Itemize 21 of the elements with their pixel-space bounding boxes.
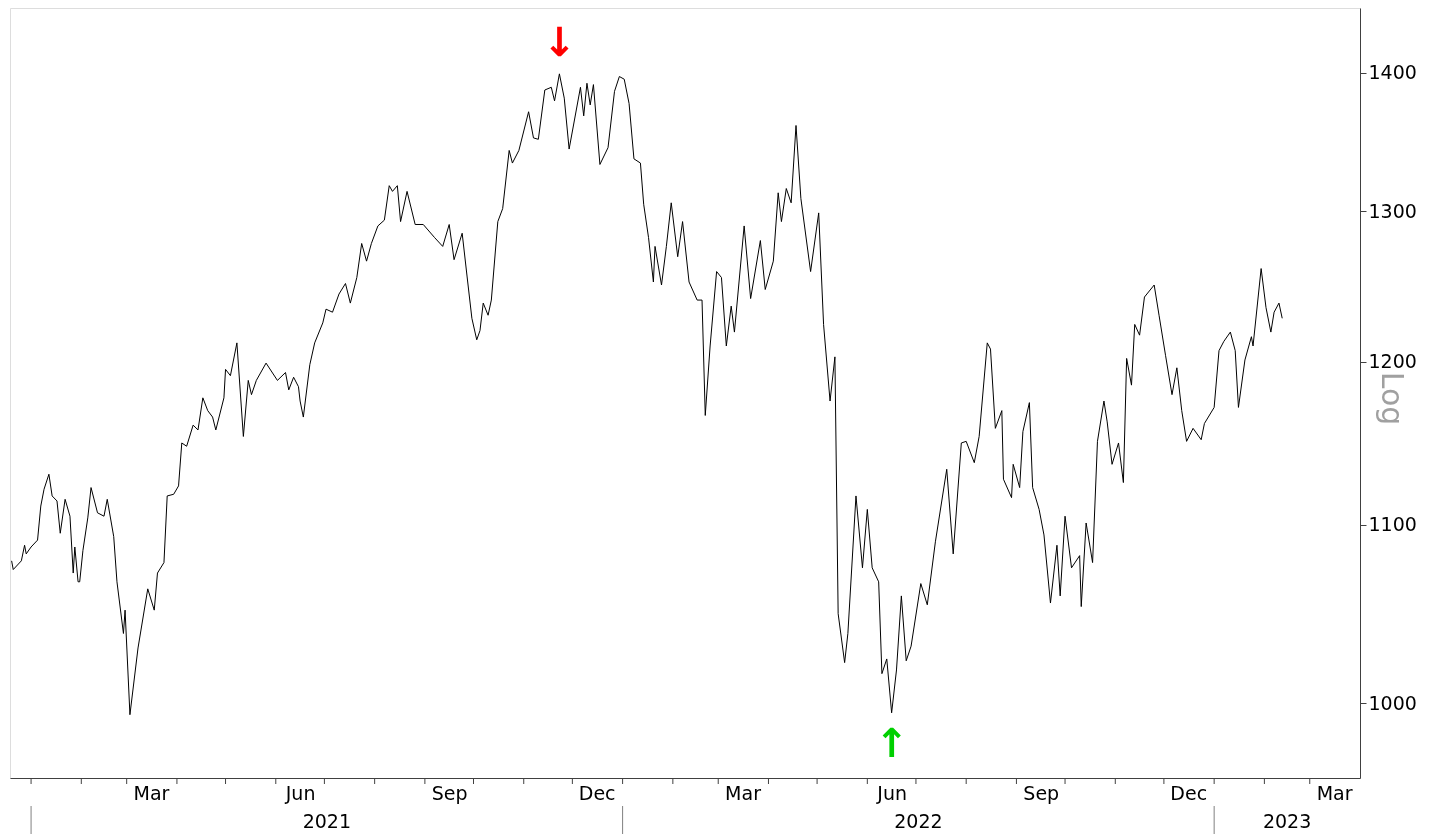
y-tick-label: 1000: [1368, 691, 1417, 714]
x-tick-label: Mar: [725, 781, 762, 804]
y-tick-label: 1400: [1368, 61, 1417, 83]
x-tick-label: Jun: [876, 781, 907, 804]
x-tick-label: Dec: [578, 781, 616, 804]
text: 2022: [894, 810, 943, 832]
x-tick-label: Sep: [431, 781, 468, 804]
annotation: ↓: [542, 18, 577, 65]
y-tick-label: 1100: [1368, 513, 1417, 536]
x-tick-label: Mar: [133, 781, 170, 804]
y-tick-label: 1200: [1368, 350, 1417, 373]
x-tick-label: Jun: [284, 781, 316, 804]
line-series: [11, 73, 1283, 716]
y-tick-label: 1300: [1368, 199, 1417, 222]
x-tick-label: Dec: [1170, 781, 1208, 804]
text: 2023: [1262, 810, 1312, 832]
x-tick-label: Sep: [1023, 781, 1060, 804]
y-axis-title: Log: [1374, 371, 1410, 426]
x-tick-label: Mar: [1316, 781, 1353, 804]
annotation: ↑: [874, 719, 909, 766]
text: 2021: [302, 810, 352, 832]
